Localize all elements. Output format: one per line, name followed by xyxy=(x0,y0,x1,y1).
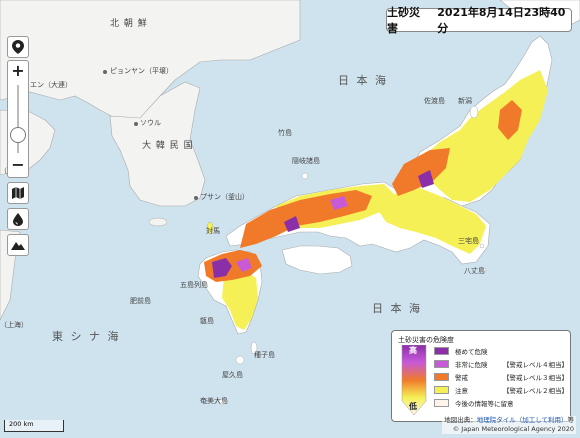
legend-swatch xyxy=(434,385,449,394)
label-sea-of-japan: 日 本 海 xyxy=(338,74,388,87)
busan-dot xyxy=(194,196,198,200)
legend-swatch xyxy=(434,372,449,381)
credit-link[interactable]: 地理院タイル（加工して利用） xyxy=(476,416,568,424)
credit-suffix: 等 xyxy=(567,416,575,424)
legend-swatch xyxy=(434,398,449,407)
terrain-layer-button[interactable] xyxy=(7,234,29,256)
risk-purple-chugoku xyxy=(284,216,300,232)
legend-name: 非常に危険 xyxy=(455,360,488,369)
label-niigata: 新潟 xyxy=(458,97,472,105)
label-busan: プサン（釜山） xyxy=(200,193,249,201)
label-sado: 佐渡島 xyxy=(424,97,445,105)
shikoku xyxy=(281,245,353,275)
korean-peninsula xyxy=(109,81,206,207)
seoul-dot xyxy=(134,122,138,126)
legend-name: 今後の情報等に留意 xyxy=(455,399,514,408)
oki-island xyxy=(301,172,309,180)
amami-island xyxy=(218,398,226,406)
copyright: © Japan Meteorological Agency 2020 xyxy=(452,425,574,433)
label-amami: 奄美大島 xyxy=(200,397,228,405)
label-east-china-sea: 東 シ ナ 海 xyxy=(52,330,121,343)
label-takeshima: 竹島 xyxy=(278,129,292,137)
title-box: 土砂災害 2021年8月14日23時40分 xyxy=(386,6,572,35)
legend-name: 極めて危険 xyxy=(455,347,488,356)
legend-level: 【警戒レベル４相当】 xyxy=(503,360,568,369)
legend-swatch xyxy=(434,359,449,368)
tanegashima-island xyxy=(250,341,258,355)
label-seoul: ソウル xyxy=(140,119,161,127)
jeju-island xyxy=(148,217,168,227)
pyongyang-dot xyxy=(103,70,107,74)
sado-island xyxy=(469,105,479,119)
risk-yellow-chubu xyxy=(378,188,486,254)
risk-legend: 土砂災害の危険度 高 低 極めて危険 非常に危険 【警戒レベル４相当】 警戒 【… xyxy=(391,330,571,422)
label-pacific: 日 本 海 xyxy=(372,302,422,315)
credit-prefix: 地図出典： xyxy=(444,416,477,424)
label-tanegashima: 種子島 xyxy=(254,351,275,359)
timestamp: 2021年8月14日23時40分 xyxy=(437,6,566,35)
zoom-in-button[interactable]: + xyxy=(11,61,25,80)
zoom-control: + − xyxy=(7,60,29,178)
label-goto: 五島列島 xyxy=(180,281,208,289)
risk-orange-niigata xyxy=(498,100,522,140)
risk-purple-hokuriku xyxy=(418,170,434,188)
risk-orange-hokuriku xyxy=(392,148,450,196)
risk-purple-kyushu xyxy=(212,258,232,278)
label-south-korea: 大 韓 民 国 xyxy=(142,141,194,151)
label-tsushima: 対馬 xyxy=(206,227,220,235)
legend-name: 警戒 xyxy=(455,373,468,382)
zoom-out-button[interactable]: − xyxy=(11,155,25,174)
map-layer-button[interactable] xyxy=(7,182,29,204)
risk-gradient-bar xyxy=(401,345,427,415)
label-koshikijima: 甑島 xyxy=(200,317,214,325)
legend-low-label: 低 xyxy=(409,402,417,411)
miyake-island xyxy=(479,243,485,249)
scale-bar: 200 km xyxy=(4,420,64,432)
zoom-slider-knob[interactable] xyxy=(10,127,26,143)
legend-row: 極めて危険 xyxy=(434,345,568,356)
zoom-track[interactable] xyxy=(17,85,19,153)
label-shanghai: （上海） xyxy=(0,321,28,329)
label-hachijo: 八丈島 xyxy=(464,267,485,275)
tsushima-island xyxy=(206,221,214,235)
label-hizen: 肥前島 xyxy=(130,297,151,305)
hachijo-island xyxy=(481,267,487,273)
mainland-asia xyxy=(0,0,301,121)
label-pyongyang: ピョンヤン（平壌） xyxy=(110,67,173,75)
legend-level: 【警戒レベル３相当】 xyxy=(503,373,568,382)
legend-row: 警戒 【警戒レベル３相当】 xyxy=(434,371,568,382)
mountain-icon xyxy=(11,242,25,250)
drop-icon xyxy=(13,212,23,226)
location-pin-icon xyxy=(12,40,24,54)
label-dalian: エン（大連） xyxy=(30,81,72,89)
risk-magenta-kyushu xyxy=(236,258,252,272)
yakushima-island xyxy=(235,355,245,365)
rain-layer-button[interactable] xyxy=(7,208,29,230)
legend-name: 注意 xyxy=(455,386,468,395)
legend-high-label: 高 xyxy=(409,346,417,355)
risk-magenta-west xyxy=(330,196,348,210)
label-oki: 隠岐諸島 xyxy=(292,157,320,165)
legend-row: 注意 【警戒レベル２相当】 xyxy=(434,384,568,395)
risk-yellow-kyushu xyxy=(222,270,258,330)
legend-title: 土砂災害の危険度 xyxy=(398,336,454,344)
label-miyake: 三宅島 xyxy=(458,237,479,245)
legend-level: 【警戒レベル２相当】 xyxy=(503,386,568,395)
risk-yellow-tohoku xyxy=(420,70,548,202)
legend-swatch xyxy=(434,346,449,355)
legend-row: 非常に危険 【警戒レベル４相当】 xyxy=(434,358,568,369)
label-yakushima: 屋久島 xyxy=(222,371,243,379)
map-icon xyxy=(12,187,24,199)
hazard-type: 土砂災害 xyxy=(387,6,420,35)
legend-row: 今後の情報等に留意 xyxy=(434,397,568,408)
map-credit: 地図出典：地理院タイル（加工して利用）等 © Japan Meteorologi… xyxy=(442,416,576,434)
label-north-korea: 北 朝 鮮 xyxy=(110,19,148,29)
locate-button[interactable] xyxy=(7,36,29,58)
